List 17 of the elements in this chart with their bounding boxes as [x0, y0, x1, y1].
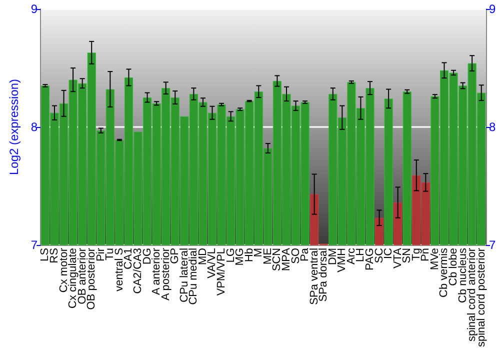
y-tick-label: 8 [30, 120, 38, 134]
x-tick-label: Pa [299, 247, 312, 262]
x-tick-label: DG [141, 248, 154, 264]
x-tick-label: Hb [243, 248, 256, 262]
y-tick-label: 9 [30, 2, 38, 16]
x-tick-label: IC [382, 248, 395, 259]
x-tick-label: GP [169, 248, 182, 264]
y2-tick-label: 7 [489, 238, 496, 252]
y2-tick-label: 9 [489, 2, 496, 16]
x-tick-label: SO [290, 248, 302, 264]
y-tick-label: 7 [30, 238, 38, 252]
x-tick-label: CPu medial [188, 248, 200, 305]
x-tick-label: RS [48, 248, 60, 264]
y-axis-title: Log2 (expression) [7, 78, 21, 176]
x-tick-label: OB anterior [76, 248, 88, 304]
x-tick-label: M [252, 248, 265, 258]
y2-tick-label: 8 [489, 120, 496, 134]
